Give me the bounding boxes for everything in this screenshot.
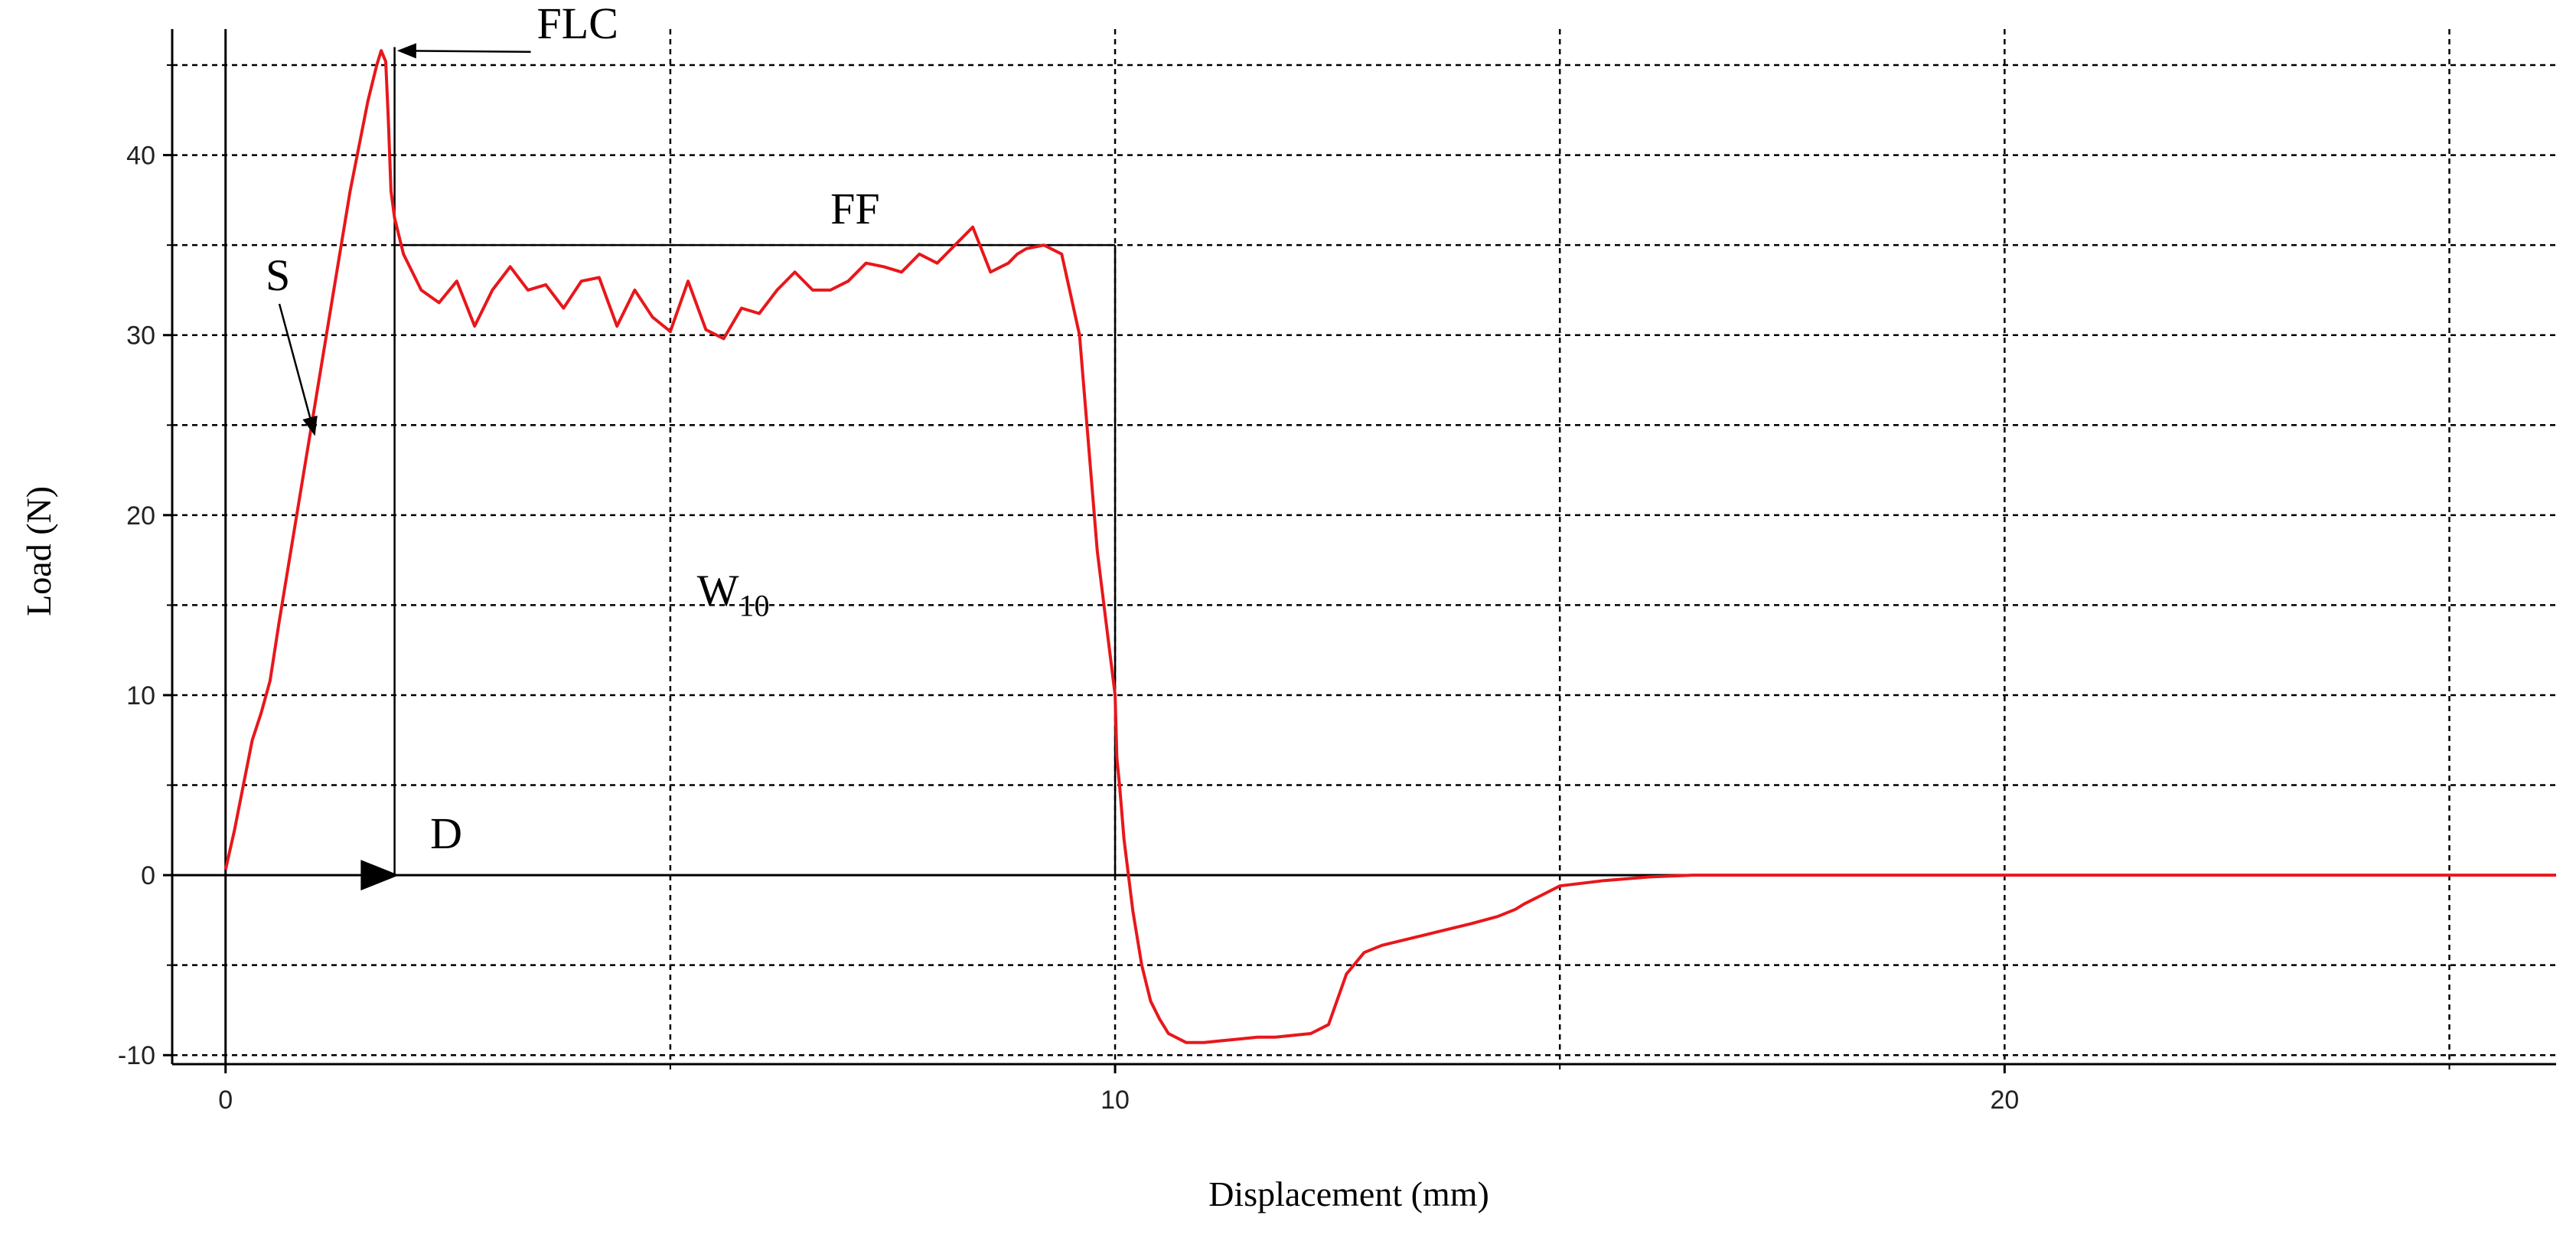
- y-tick-label: 40: [126, 142, 155, 171]
- grid: [172, 29, 2556, 1064]
- x-tick-label: 10: [1101, 1086, 1130, 1115]
- annotation-arrowhead: [360, 860, 399, 891]
- y-tick-label: 20: [126, 501, 155, 531]
- x-axis-label: Displacement (mm): [1208, 1174, 1489, 1213]
- annotation-subscript: 10: [739, 588, 770, 622]
- annotation-label: FLC: [537, 0, 618, 48]
- annotation-label: S: [266, 250, 290, 300]
- annotation-label: FF: [830, 184, 880, 234]
- y-tick-label: -10: [118, 1041, 155, 1070]
- series: [223, 49, 2556, 1044]
- reference-lines: [393, 47, 1117, 876]
- y-tick-label: 0: [141, 861, 155, 890]
- axis-labels: Displacement (mm) Load (N): [19, 486, 1489, 1213]
- annotation-label: D: [430, 808, 462, 858]
- y-axis-label: Load (N): [19, 486, 58, 616]
- y-tick-label: 30: [126, 322, 155, 351]
- axes: -10 0 10 20 30 40 0 10 20: [118, 29, 2556, 1115]
- x-tick-label: 0: [218, 1086, 233, 1115]
- annotation-label: W10: [697, 565, 770, 622]
- load-curve: [223, 49, 2556, 1044]
- annotation-arrow: [396, 43, 531, 59]
- x-tick-label: 20: [1990, 1086, 2019, 1115]
- annotation-arrow: [278, 303, 318, 436]
- y-tick-label: 10: [126, 681, 155, 710]
- annotations: FLC FF S W10 D: [266, 0, 880, 891]
